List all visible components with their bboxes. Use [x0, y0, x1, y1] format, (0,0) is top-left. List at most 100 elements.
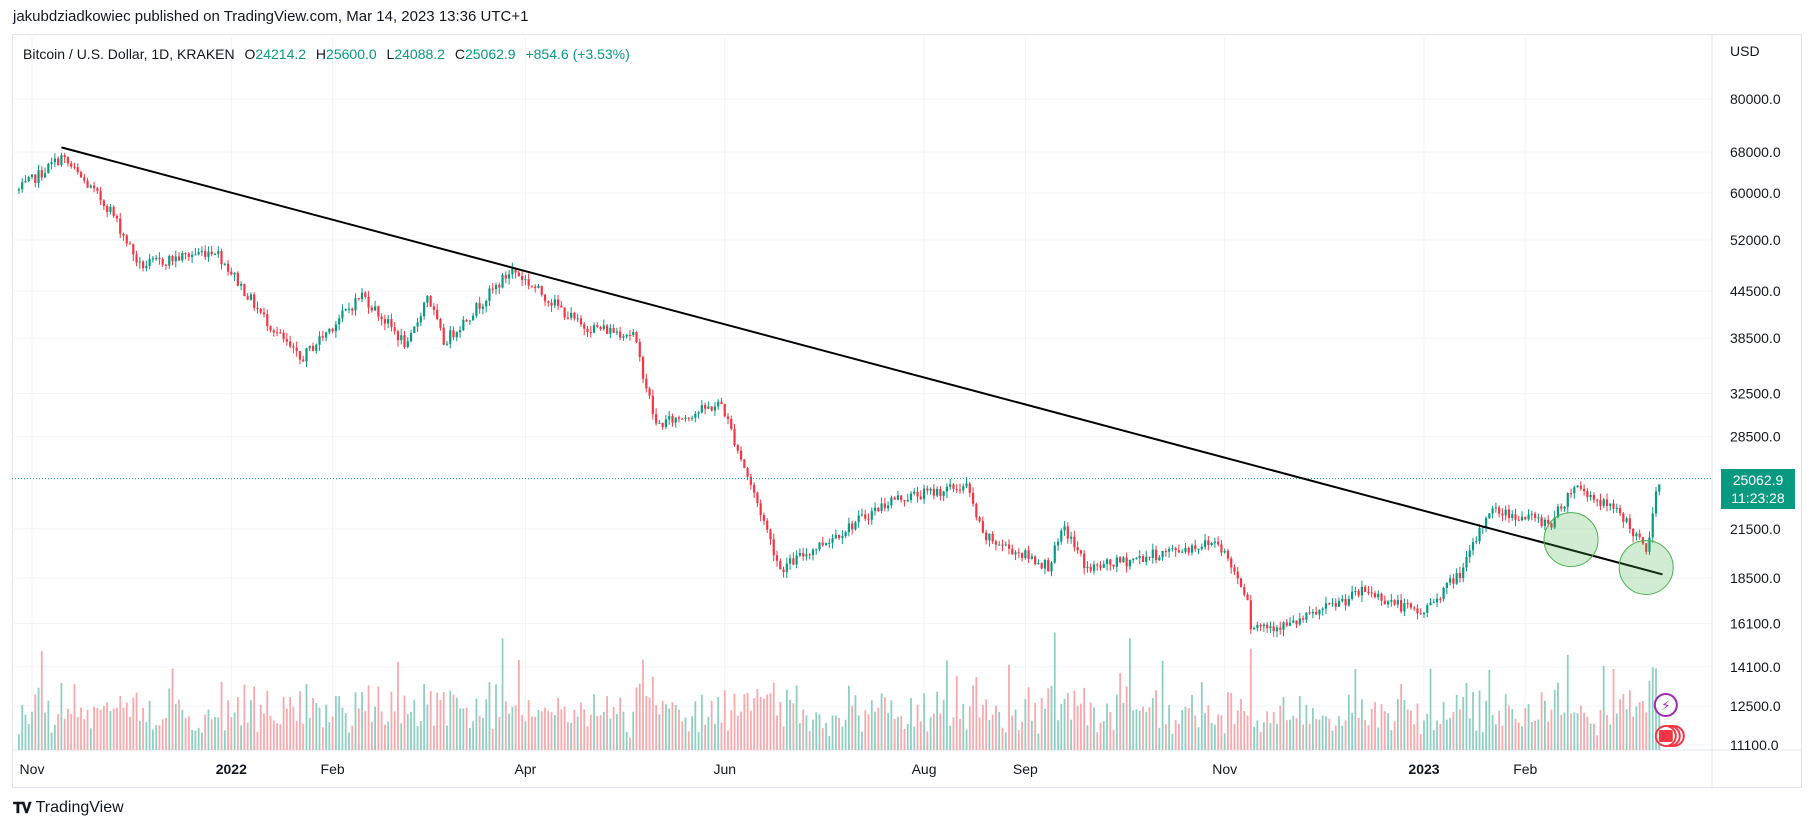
- candle-body: [681, 418, 684, 420]
- candle-body: [1128, 559, 1132, 567]
- legend-symbol: Bitcoin / U.S. Dollar, 1D, KRAKEN: [23, 46, 235, 62]
- candle-body: [393, 327, 396, 332]
- volume-bar: [1553, 689, 1556, 750]
- candle-body: [275, 332, 279, 334]
- volume-bar: [1315, 719, 1318, 750]
- volume-bar: [1645, 712, 1648, 750]
- candle-body: [1017, 552, 1020, 554]
- candle-body: [1550, 523, 1553, 528]
- candle-body: [1380, 593, 1383, 601]
- volume-bar: [1262, 722, 1265, 750]
- volume-bar: [864, 710, 867, 750]
- volume-bar: [834, 715, 837, 750]
- volume-bar: [1269, 723, 1272, 750]
- volume-bar: [53, 724, 56, 750]
- volume-bar: [220, 681, 223, 750]
- candle-body: [498, 284, 501, 288]
- volume-bar: [246, 722, 249, 750]
- candle-body: [191, 254, 194, 257]
- volume-bar: [1295, 718, 1298, 750]
- candle-body: [824, 543, 828, 546]
- candle-body: [1455, 573, 1458, 584]
- candle-body: [720, 401, 723, 404]
- volume-bar: [321, 727, 324, 750]
- volume-bar: [1566, 654, 1569, 750]
- volume-bar: [165, 717, 167, 750]
- candle-body: [187, 253, 190, 257]
- volume-bar: [181, 709, 184, 750]
- candle-body: [253, 294, 256, 308]
- candle-body: [1622, 513, 1625, 522]
- volume-bar: [942, 700, 945, 750]
- candle-body: [1301, 618, 1305, 620]
- candle-body: [988, 533, 991, 541]
- candle-body: [413, 326, 416, 333]
- candle-body: [436, 309, 439, 320]
- volume-bar: [1138, 710, 1141, 750]
- volume-bar: [168, 688, 171, 750]
- volume-bar: [851, 705, 854, 750]
- volume-bar: [207, 709, 210, 750]
- volume-bar: [184, 718, 187, 750]
- candle-body: [1648, 537, 1651, 552]
- candle-body: [1471, 542, 1475, 551]
- volume-bar: [1050, 685, 1053, 750]
- volume-bar: [413, 699, 416, 750]
- volume-bar: [1217, 714, 1220, 750]
- volume-bar: [694, 701, 697, 750]
- candle-body: [311, 345, 315, 351]
- candle-body: [465, 319, 468, 322]
- volume-bar: [929, 717, 932, 750]
- candle-body: [1651, 513, 1654, 538]
- volume-bar: [1485, 700, 1487, 750]
- candle-body: [952, 484, 955, 489]
- candle-body: [1576, 485, 1579, 488]
- volume-bar: [812, 719, 814, 750]
- volume-bar: [1184, 706, 1187, 750]
- candle-body: [1377, 593, 1380, 598]
- candle-body: [174, 256, 177, 262]
- candle-body: [589, 332, 592, 334]
- candle-body: [1583, 488, 1586, 492]
- volume-bar: [132, 697, 135, 750]
- candle-body: [795, 555, 798, 565]
- volume-bar: [560, 709, 563, 750]
- candle-body: [671, 416, 674, 423]
- volume-bar: [880, 693, 883, 750]
- x-tick-label: Nov: [20, 761, 45, 777]
- volume-bar: [805, 715, 808, 750]
- tradingview-logo[interactable]: 𝐓𝐕 TradingView: [13, 799, 124, 817]
- candle-body: [896, 495, 900, 500]
- candle-body: [504, 275, 507, 279]
- candle-body: [762, 515, 766, 521]
- y-tick-label: 44500.0: [1730, 283, 1781, 299]
- candle-body: [66, 157, 70, 164]
- volume-bar: [478, 715, 481, 750]
- volume-bar: [465, 707, 468, 750]
- candle-body: [749, 476, 752, 485]
- lightning-glyph: ⚡: [1661, 698, 1670, 713]
- volume-bar: [782, 726, 785, 750]
- volume-bar: [616, 713, 618, 750]
- candle-body: [1230, 558, 1233, 568]
- currency-label: USD: [1730, 43, 1760, 59]
- volume-bar: [1047, 688, 1050, 750]
- time-axis: Nov 2022 Feb Apr Jun Aug Sep Nov 2023 Feb: [20, 761, 1538, 777]
- volume-bar: [936, 691, 939, 750]
- candle-body: [145, 265, 148, 269]
- candle-body: [233, 272, 236, 275]
- candle-body: [690, 417, 694, 419]
- candle-body: [524, 279, 527, 281]
- volume-bar: [1168, 705, 1171, 750]
- candle-body: [560, 305, 563, 308]
- candle-body: [86, 180, 89, 188]
- candle-body: [1040, 562, 1043, 569]
- candle-body: [243, 283, 246, 297]
- candle-body: [442, 327, 445, 345]
- candle-body: [1452, 578, 1455, 584]
- candle-body: [89, 185, 92, 188]
- volume-bar: [766, 694, 769, 750]
- volume-bar: [1204, 713, 1206, 750]
- volume-bar: [1096, 732, 1099, 750]
